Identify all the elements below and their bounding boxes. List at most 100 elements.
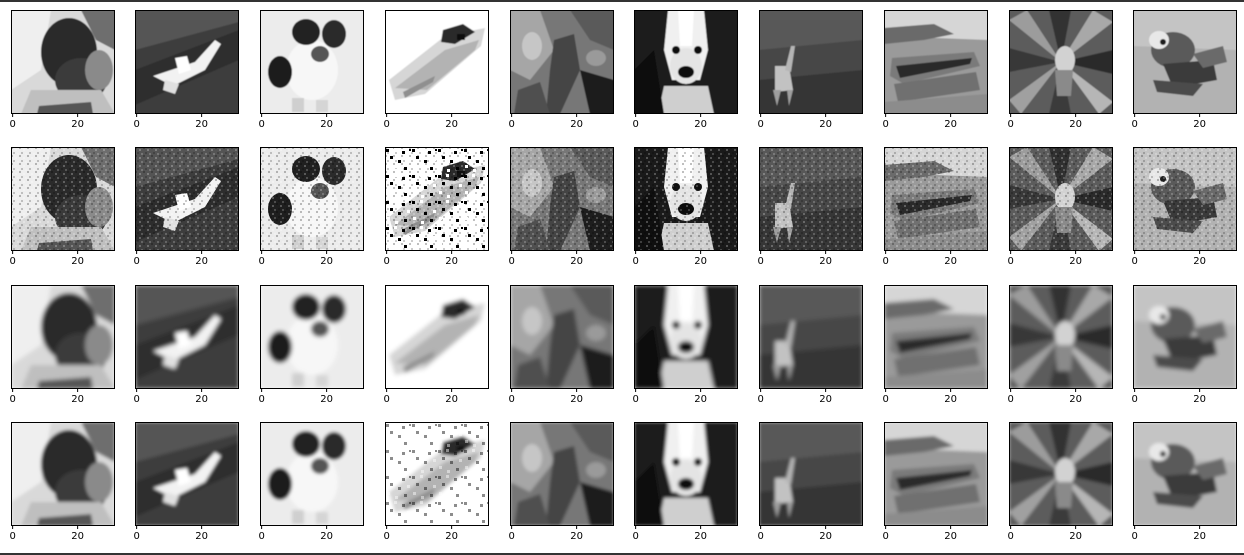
axes-frame [634,422,738,526]
dog-image [634,147,738,251]
image-panel-r3-c8: 0 20 [1007,422,1113,542]
image-panel-r0-c4: 0 20 [508,10,614,130]
image-panel-r0-c7: 0 20 [882,10,988,130]
x-tick-label: 20 [570,531,583,542]
image-panel-r1-c2: 0 20 [258,147,364,267]
axes-frame [260,422,364,526]
x-tick-label: 0 [383,531,389,542]
axes-frame [884,285,988,389]
axes-frame [884,422,988,526]
x-tick-label: 20 [320,119,333,130]
bottom-rule [0,553,1244,555]
x-tick-label: 20 [445,256,458,267]
x-tick-label: 0 [9,256,15,267]
bird-image [1133,10,1237,114]
x-tick-label: 0 [757,531,763,542]
x-tick-label: 20 [819,256,832,267]
axes-frame [385,422,489,526]
x-tick-label: 20 [1193,256,1206,267]
x-tick-label: 0 [1007,119,1013,130]
x-tick-label: 0 [508,531,514,542]
x-tick-label: 20 [819,119,832,130]
image-panel-r3-c2: 0 20 [258,422,364,542]
x-tick-label: 20 [1069,531,1082,542]
image-panel-r3-c0: 0 20 [9,422,115,542]
deer-image [759,285,863,389]
axes-frame [385,10,489,114]
x-tick-label: 0 [258,394,264,405]
x-tick-label: 0 [757,394,763,405]
x-tick-label: 0 [1007,531,1013,542]
axes-frame [11,285,115,389]
dog-image [11,285,115,389]
x-tick-label: 20 [1193,119,1206,130]
axes-frame [1009,285,1113,389]
image-panel-r3-c5: 0 20 [632,422,738,542]
x-tick-label: 20 [694,394,707,405]
x-tick-label: 20 [694,531,707,542]
x-tick-label: 0 [632,531,638,542]
x-tick-label: 20 [1193,394,1206,405]
image-panel-r2-c9: 0 20 [1131,285,1237,405]
x-tick-label: 20 [71,531,84,542]
x-tick-label: 0 [258,119,264,130]
dog-image [634,10,738,114]
axes-frame [135,285,239,389]
x-tick-label: 0 [1007,394,1013,405]
axes-frame [510,10,614,114]
image-panel-r3-c4: 0 20 [508,422,614,542]
x-tick-label: 20 [944,119,957,130]
axes-frame [510,285,614,389]
x-tick-label: 20 [570,394,583,405]
x-tick-label: 0 [757,119,763,130]
x-tick-label: 0 [757,256,763,267]
flower-image [1009,10,1113,114]
x-tick-label: 0 [508,394,514,405]
image-panel-r2-c2: 0 20 [258,285,364,405]
ship-image [884,422,988,526]
x-tick-label: 20 [71,394,84,405]
axes-frame [260,147,364,251]
axes-frame [759,285,863,389]
x-tick-label: 0 [882,531,888,542]
axes-frame [634,147,738,251]
deer-image [759,422,863,526]
axes-frame [884,10,988,114]
image-panel-r1-c9: 0 20 [1131,147,1237,267]
bird-image [1133,147,1237,251]
image-panel-r0-c0: 0 20 [9,10,115,130]
x-tick-label: 20 [570,119,583,130]
axes-frame [759,147,863,251]
axes-frame [135,147,239,251]
image-panel-r1-c7: 0 20 [882,147,988,267]
deer-image [759,10,863,114]
ship-image [884,10,988,114]
axes-frame [759,10,863,114]
x-tick-label: 20 [320,394,333,405]
x-tick-label: 20 [944,531,957,542]
airplane-image [135,285,239,389]
dog-image [260,422,364,526]
axes-frame [260,10,364,114]
axes-frame [11,10,115,114]
ship-image [385,147,489,251]
image-panel-r0-c5: 0 20 [632,10,738,130]
x-tick-label: 20 [195,531,208,542]
flower-image [1009,147,1113,251]
x-tick-label: 0 [882,394,888,405]
image-panel-r2-c4: 0 20 [508,285,614,405]
dog-image [260,10,364,114]
axes-frame [1009,422,1113,526]
axes-frame [634,10,738,114]
dog-image [260,147,364,251]
image-panel-r0-c2: 0 20 [258,10,364,130]
image-panel-r1-c8: 0 20 [1007,147,1113,267]
dog-image [11,422,115,526]
x-tick-label: 0 [133,119,139,130]
axes-frame [1133,10,1237,114]
x-tick-label: 20 [320,531,333,542]
x-tick-label: 0 [1007,256,1013,267]
x-tick-label: 20 [1193,531,1206,542]
dog-image [11,147,115,251]
